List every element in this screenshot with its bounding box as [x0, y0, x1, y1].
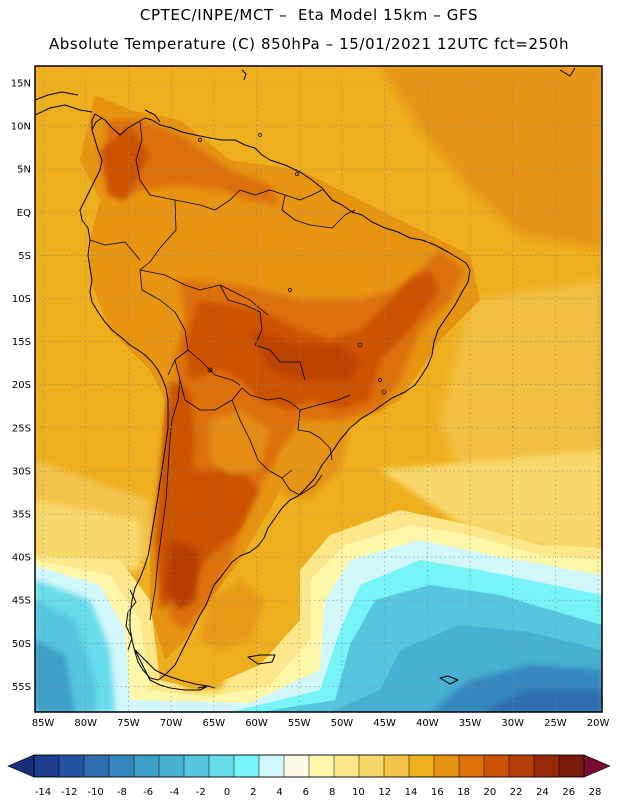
colorbar-swatch: [408, 754, 435, 778]
colorbar-swatch: [358, 754, 385, 778]
longitude-label: 40W: [416, 718, 439, 729]
longitude-label: 80W: [74, 718, 97, 729]
colorbar-swatch: [558, 754, 585, 778]
longitude-label: 70W: [160, 718, 183, 729]
longitude-label: 20W: [587, 718, 610, 729]
colorbar-tick-label: 10: [352, 787, 365, 798]
colorbar-tick-label: 22: [510, 787, 523, 798]
longitude-label: 75W: [117, 718, 140, 729]
colorbar-tick-label: -12: [61, 787, 77, 798]
graticule: [35, 66, 602, 712]
colorbar-swatch: [458, 754, 485, 778]
longitude-label: 65W: [202, 718, 225, 729]
latitude-label: 25S: [12, 423, 31, 434]
islands: [198, 133, 387, 395]
colorbar-swatch: [333, 754, 360, 778]
colorbar-tick-label: 4: [276, 787, 282, 798]
latitude-label: 50S: [12, 639, 31, 650]
colorbar-swatch: [108, 754, 135, 778]
longitude-label: 55W: [288, 718, 311, 729]
longitude-label: 35W: [459, 718, 482, 729]
map-title-line-2: Absolute Temperature (C) 850hPa – 15/01/…: [48, 35, 570, 53]
colorbar-tick-label: -2: [196, 787, 206, 798]
latitude-label: 5S: [18, 251, 31, 262]
colorbar-tick-label: 14: [405, 787, 418, 798]
colorbar-swatch: [83, 754, 110, 778]
longitude-label: 60W: [245, 718, 268, 729]
colorbar-tick-label: 2: [250, 787, 256, 798]
latitude-label: 35S: [12, 510, 31, 521]
map-title-line-1: CPTEC/INPE/MCT – Eta Model 15km – GFS: [139, 6, 479, 24]
colorbar-swatch: [33, 754, 60, 778]
colorbar-tick-label: 24: [536, 787, 549, 798]
colorbar-swatch: [58, 754, 85, 778]
latitude-label: 40S: [12, 553, 31, 564]
temperature-field: [35, 66, 602, 712]
colorbar-tick-label: -8: [117, 787, 127, 798]
colorbar-swatch: [158, 754, 185, 778]
plot-frame: [34, 65, 603, 713]
colorbar-tick-label: 26: [562, 787, 575, 798]
coastlines: [35, 67, 576, 691]
colorbar-tick-label: 28: [589, 787, 602, 798]
colorbar-tick-label: 12: [378, 787, 391, 798]
latitude-label: 45S: [12, 596, 31, 607]
colorbar-swatch: [133, 754, 160, 778]
colorbar-underflow-arrow: [7, 754, 35, 778]
longitude-label: 45W: [373, 718, 396, 729]
latitude-label: 15S: [12, 337, 31, 348]
colorbar-tick-label: -6: [143, 787, 153, 798]
latitude-label: 20S: [12, 380, 31, 391]
colorbar-tick-label: 20: [483, 787, 496, 798]
latitude-label: EQ: [17, 208, 31, 219]
colorbar-swatch: [283, 754, 310, 778]
colorbar: -14 -12 -10 -8 -6 -4 -2 0 2 4 6 8 10 12 14 16 18 20 22 24 26…: [7, 754, 611, 798]
colorbar-tick-label: -4: [169, 787, 179, 798]
colorbar-swatch: [308, 754, 335, 778]
latitude-label: 15N: [11, 79, 31, 90]
colorbar-swatch: [383, 754, 410, 778]
latitude-label: 10N: [11, 122, 31, 133]
latitude-label: 55S: [12, 682, 31, 693]
colorbar-tick-label: -14: [35, 787, 51, 798]
longitude-label: 30W: [501, 718, 524, 729]
colorbar-swatch: [483, 754, 510, 778]
colorbar-swatch: [208, 754, 235, 778]
colorbar-swatch: [258, 754, 285, 778]
colorbar-tick-label: 8: [329, 787, 335, 798]
colorbar-overflow-arrow: [583, 754, 611, 778]
latitude-label: 10S: [12, 294, 31, 305]
latitude-labels: 15N 10N 5N EQ 5S 10S 15S 20S 25S 30S 35S 40S 45S 50S 5…: [11, 79, 31, 693]
longitude-label: 50W: [331, 718, 354, 729]
colorbar-swatch: [533, 754, 560, 778]
latitude-label: 5N: [17, 165, 31, 176]
colorbar-tick-label: 0: [224, 787, 230, 798]
colorbar-swatch: [233, 754, 260, 778]
longitude-labels: 85W 80W 75W 70W 65W 60W 55W 50W 45W 40W 35W 30W 25W 2…: [32, 718, 610, 729]
longitude-label: 25W: [544, 718, 567, 729]
colorbar-swatch: [433, 754, 460, 778]
colorbar-tick-label: 16: [431, 787, 444, 798]
colorbar-tick-label: -10: [87, 787, 103, 798]
colorbar-tick-label: 6: [303, 787, 309, 798]
colorbar-swatch: [508, 754, 535, 778]
colorbar-tick-label: 18: [457, 787, 470, 798]
longitude-label: 85W: [32, 718, 55, 729]
colorbar-swatch: [183, 754, 210, 778]
latitude-label: 30S: [12, 466, 31, 477]
